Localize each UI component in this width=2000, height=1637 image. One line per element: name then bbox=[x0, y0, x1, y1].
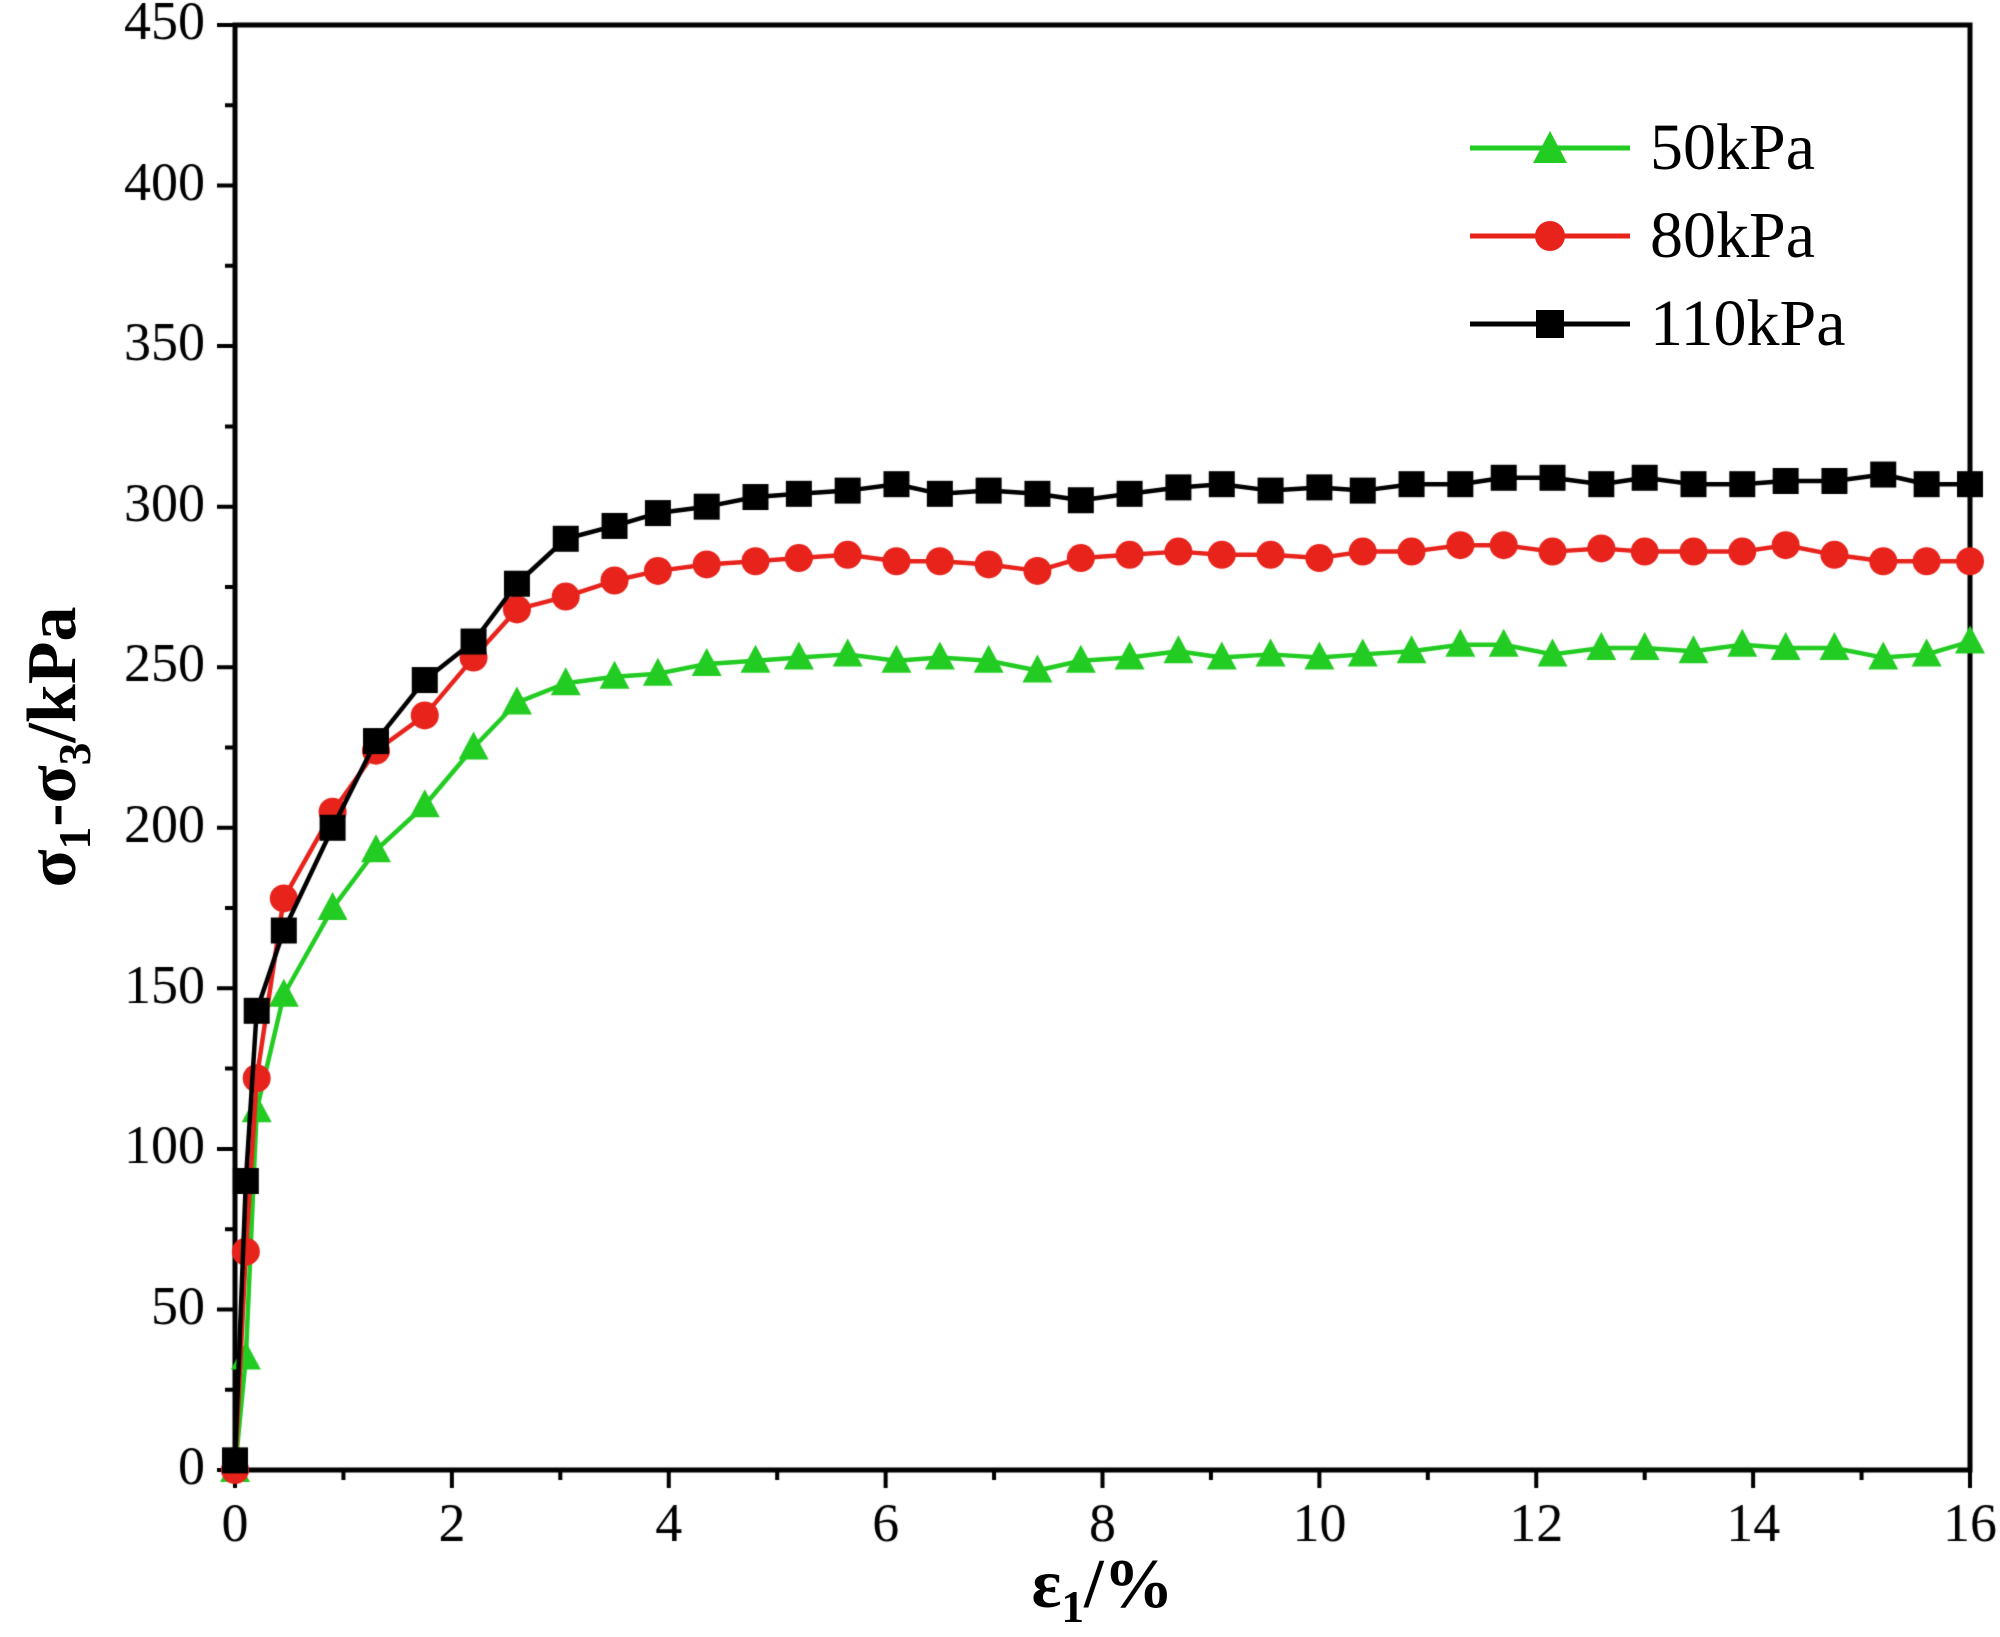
x-axis-label-epsilon: ε bbox=[1031, 1546, 1062, 1623]
legend-item-110kpa: 110kPa bbox=[1470, 280, 1846, 368]
legend-item-50kpa: 50kPa bbox=[1470, 104, 1846, 192]
x-axis-label-units: /% bbox=[1084, 1546, 1174, 1623]
legend-label: 110kPa bbox=[1650, 287, 1846, 360]
legend: 50kPa 80kPa 110kPa bbox=[1470, 104, 1846, 368]
square-marker-icon bbox=[1470, 310, 1630, 338]
y-axis-label-sub1: 1 bbox=[49, 826, 100, 850]
circle-marker-icon bbox=[1470, 221, 1630, 251]
x-axis-label: ε1/% bbox=[235, 1545, 1970, 1633]
triangle-marker-icon bbox=[1470, 131, 1630, 163]
legend-label: 50kPa bbox=[1650, 111, 1815, 184]
legend-label: 80kPa bbox=[1650, 199, 1815, 272]
y-axis-label: σ1-σ3/kPa bbox=[13, 397, 103, 1097]
y-axis-label-sigma1: σ bbox=[14, 849, 91, 888]
y-axis-label-sub3: 3 bbox=[49, 742, 100, 766]
legend-item-80kpa: 80kPa bbox=[1470, 192, 1846, 280]
y-axis-label-units: /kPa bbox=[14, 606, 91, 743]
x-axis-label-sub: 1 bbox=[1061, 1581, 1085, 1632]
y-axis-label-sigma3: -σ bbox=[14, 765, 91, 827]
